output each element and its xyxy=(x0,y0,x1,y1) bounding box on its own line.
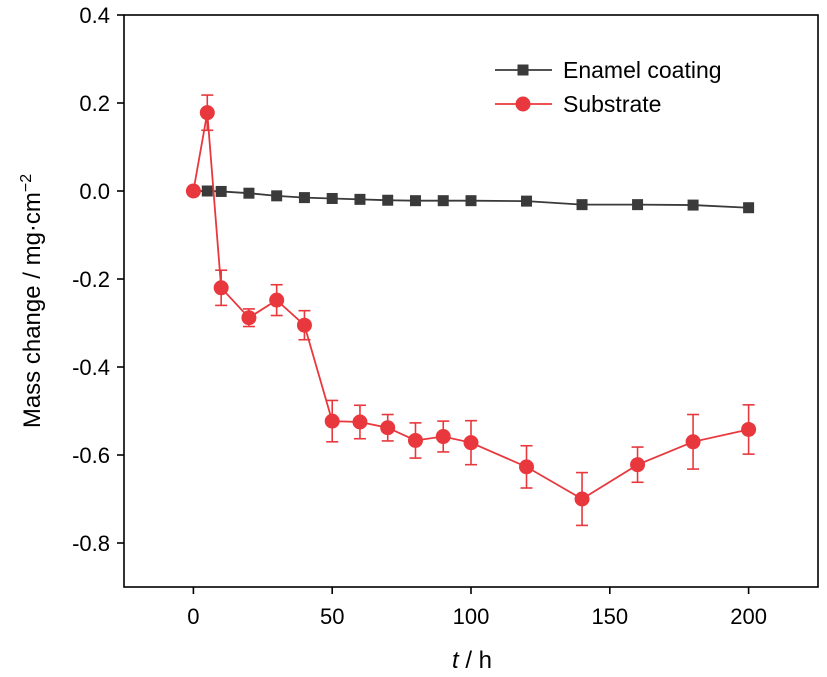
y-tick-label: -0.2 xyxy=(72,267,110,292)
y-axis-label-text: Mass change / mg·cm xyxy=(19,192,46,428)
data-point xyxy=(521,195,533,207)
data-point xyxy=(213,280,229,296)
data-point xyxy=(519,459,535,475)
axis-ticks: 0 50 100 150 200 0.4 0.2 0.0 -0.2 -0.4 -0.6 -0.8 xyxy=(72,3,767,629)
data-point xyxy=(382,194,394,206)
legend-label: Substrate xyxy=(563,91,661,117)
data-point xyxy=(241,310,257,326)
data-point xyxy=(685,434,701,450)
x-tick-label: 200 xyxy=(730,604,767,629)
data-point xyxy=(243,187,255,199)
data-point xyxy=(687,199,699,211)
series-substrate xyxy=(185,94,757,527)
y-tick-label: -0.6 xyxy=(72,443,110,468)
x-axis-label-variable: t xyxy=(452,647,460,674)
data-point xyxy=(463,435,479,451)
legend-marker xyxy=(515,96,531,112)
x-axis-label: t / h xyxy=(452,647,492,674)
data-point xyxy=(354,193,366,205)
data-point xyxy=(215,185,227,197)
x-tick-label: 0 xyxy=(187,604,199,629)
data-point xyxy=(352,414,368,430)
data-point xyxy=(326,192,338,204)
data-point xyxy=(632,199,644,211)
data-point xyxy=(199,105,215,121)
data-point xyxy=(298,192,310,204)
data-point xyxy=(185,183,201,199)
y-tick-label: 0.4 xyxy=(79,3,110,28)
x-axis-label-unit: / h xyxy=(459,647,492,674)
data-point xyxy=(576,199,588,211)
y-axis-label: Mass change / mg·cm−2 xyxy=(18,174,46,428)
data-point xyxy=(465,195,477,207)
y-axis-label-superscript: −2 xyxy=(18,174,35,192)
data-point xyxy=(201,185,213,197)
legend: Enamel coating Substrate xyxy=(495,57,722,117)
data-point xyxy=(743,202,755,214)
x-tick-label: 50 xyxy=(320,604,344,629)
y-tick-label: 0.0 xyxy=(79,179,110,204)
data-point xyxy=(741,421,757,437)
data-point xyxy=(574,491,590,507)
y-tick-label: 0.2 xyxy=(79,91,110,116)
data-point xyxy=(630,457,646,473)
data-point xyxy=(271,190,283,202)
x-tick-label: 100 xyxy=(453,604,490,629)
data-series xyxy=(185,94,757,527)
data-point xyxy=(269,292,285,308)
data-point xyxy=(380,420,396,436)
y-tick-label: -0.8 xyxy=(72,531,110,556)
x-tick-label: 150 xyxy=(591,604,628,629)
data-point xyxy=(407,432,423,448)
series-enamel-coating xyxy=(187,185,755,214)
y-tick-label: -0.4 xyxy=(72,355,110,380)
legend-marker xyxy=(517,64,529,76)
data-point xyxy=(437,195,449,207)
data-point xyxy=(409,195,421,207)
data-point xyxy=(324,413,340,429)
plot-frame xyxy=(123,14,819,588)
data-point xyxy=(296,317,312,333)
legend-label: Enamel coating xyxy=(563,57,722,83)
data-point xyxy=(435,429,451,445)
